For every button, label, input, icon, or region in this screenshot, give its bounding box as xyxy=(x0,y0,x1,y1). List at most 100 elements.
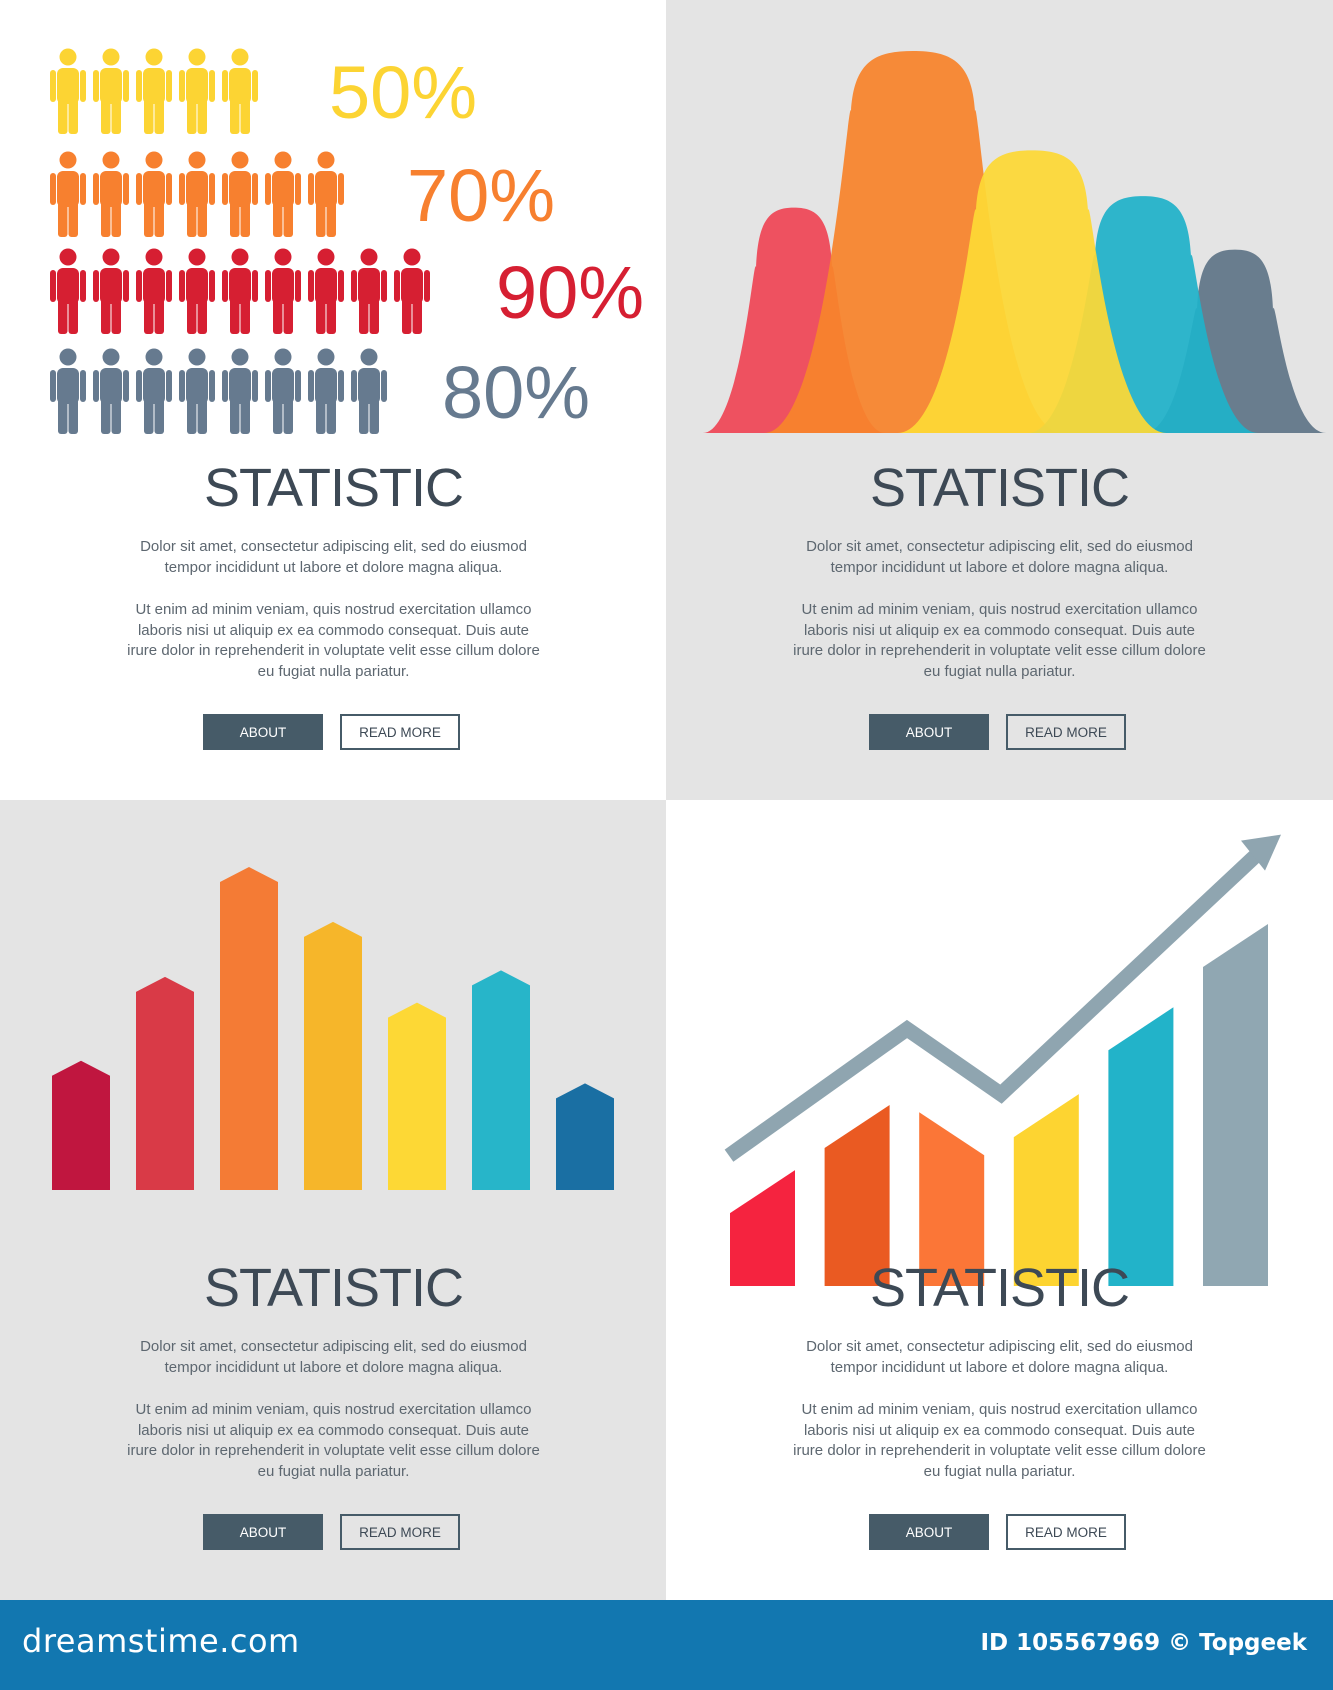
person-icon xyxy=(222,348,258,434)
person-leg xyxy=(197,398,207,434)
person-leg xyxy=(230,298,240,334)
trend-line xyxy=(724,846,1266,1162)
person-arm xyxy=(80,70,86,102)
person-torso xyxy=(315,268,337,304)
person-head xyxy=(360,348,378,366)
person-leg xyxy=(197,98,207,134)
person-head xyxy=(274,151,292,169)
person-icon xyxy=(265,348,301,434)
person-arm xyxy=(351,370,357,402)
bar xyxy=(919,1112,985,1286)
person-leg xyxy=(111,398,121,434)
footer-banner: dreamstime.com ID 105567969 © Topgeek xyxy=(0,1600,1333,1690)
person-leg xyxy=(58,298,68,334)
person-leg xyxy=(111,201,121,237)
person-arm xyxy=(209,270,215,302)
bar xyxy=(730,1170,795,1286)
person-leg xyxy=(68,98,78,134)
person-arm xyxy=(166,70,172,102)
text-line: Dolor sit amet, consectetur adipiscing e… xyxy=(806,538,1193,555)
bar xyxy=(1108,1007,1174,1286)
person-leg xyxy=(283,201,293,237)
text-line: irure dolor in reprehenderit in voluptat… xyxy=(127,1442,540,1459)
person-leg xyxy=(273,398,283,434)
person-arm xyxy=(295,173,301,205)
paragraph-2: Ut enim ad minim veniam, quis nostrud ex… xyxy=(666,1400,1333,1482)
text-line: eu fugiat nulla pariatur. xyxy=(923,662,1076,680)
about-button[interactable]: ABOUT xyxy=(203,1514,323,1550)
text-line: irure dolor in reprehenderit in voluptat… xyxy=(793,1442,1206,1459)
person-icon xyxy=(222,248,258,334)
bar xyxy=(220,867,278,1190)
bell-curve-chart xyxy=(702,51,1327,433)
person-leg xyxy=(273,298,283,334)
person-head xyxy=(188,48,206,66)
person-arm xyxy=(308,370,314,402)
person-leg xyxy=(154,98,164,134)
person-arm xyxy=(222,270,228,302)
text-line: tempor incididunt ut labore et dolore ma… xyxy=(830,1358,1169,1376)
person-leg xyxy=(230,398,240,434)
person-arm xyxy=(295,370,301,402)
person-torso xyxy=(272,368,294,404)
person-head xyxy=(59,248,77,266)
person-head xyxy=(231,348,249,366)
person-arm xyxy=(50,70,56,102)
person-arm xyxy=(179,270,185,302)
person-leg xyxy=(316,398,326,434)
read-more-button[interactable]: READ MORE xyxy=(340,1514,460,1550)
person-head xyxy=(403,248,421,266)
about-button[interactable]: ABOUT xyxy=(869,714,989,750)
person-head xyxy=(188,151,206,169)
about-button[interactable]: ABOUT xyxy=(203,714,323,750)
person-leg xyxy=(111,98,121,134)
read-more-button[interactable]: READ MORE xyxy=(1006,714,1126,750)
person-leg xyxy=(58,201,68,237)
person-arm xyxy=(308,173,314,205)
person-torso xyxy=(57,68,79,104)
bar xyxy=(304,921,362,1190)
person-arm xyxy=(265,270,271,302)
text-line: Ut enim ad minim veniam, quis nostrud ex… xyxy=(135,601,532,618)
button-group: ABOUT READ MORE xyxy=(203,1514,460,1550)
person-head xyxy=(360,248,378,266)
person-icon xyxy=(308,151,344,237)
person-icon xyxy=(136,151,172,237)
person-leg xyxy=(187,201,197,237)
person-head xyxy=(231,151,249,169)
read-more-button[interactable]: READ MORE xyxy=(340,714,460,750)
person-head xyxy=(274,248,292,266)
person-torso xyxy=(57,268,79,304)
person-leg xyxy=(402,298,412,334)
person-torso xyxy=(315,368,337,404)
person-torso xyxy=(358,268,380,304)
person-arm xyxy=(295,270,301,302)
person-arm xyxy=(222,70,228,102)
panel-title: STATISTIC xyxy=(870,1258,1130,1318)
person-icon xyxy=(136,48,172,134)
person-leg xyxy=(369,298,379,334)
person-leg xyxy=(240,298,250,334)
person-icon xyxy=(351,248,387,334)
bar xyxy=(824,1105,890,1286)
person-torso xyxy=(401,268,423,304)
person-icon xyxy=(93,151,129,237)
person-icon xyxy=(308,348,344,434)
person-leg xyxy=(240,201,250,237)
person-arm xyxy=(265,173,271,205)
person-leg xyxy=(197,298,207,334)
dreamstime-logo[interactable]: dreamstime.com xyxy=(22,1622,300,1660)
about-button[interactable]: ABOUT xyxy=(869,1514,989,1550)
read-more-button[interactable]: READ MORE xyxy=(1006,1514,1126,1550)
person-torso xyxy=(358,368,380,404)
person-torso xyxy=(143,171,165,207)
person-head xyxy=(59,48,77,66)
person-icon xyxy=(308,248,344,334)
pictogram-row: 80% xyxy=(50,348,590,434)
person-leg xyxy=(230,98,240,134)
person-arm xyxy=(50,370,56,402)
person-arm xyxy=(123,173,129,205)
panel-bell-curve-statistic: STATISTIC Dolor sit amet, consectetur ad… xyxy=(666,0,1333,800)
text-line: irure dolor in reprehenderit in voluptat… xyxy=(127,642,540,659)
text-line: Dolor sit amet, consectetur adipiscing e… xyxy=(140,1338,527,1355)
